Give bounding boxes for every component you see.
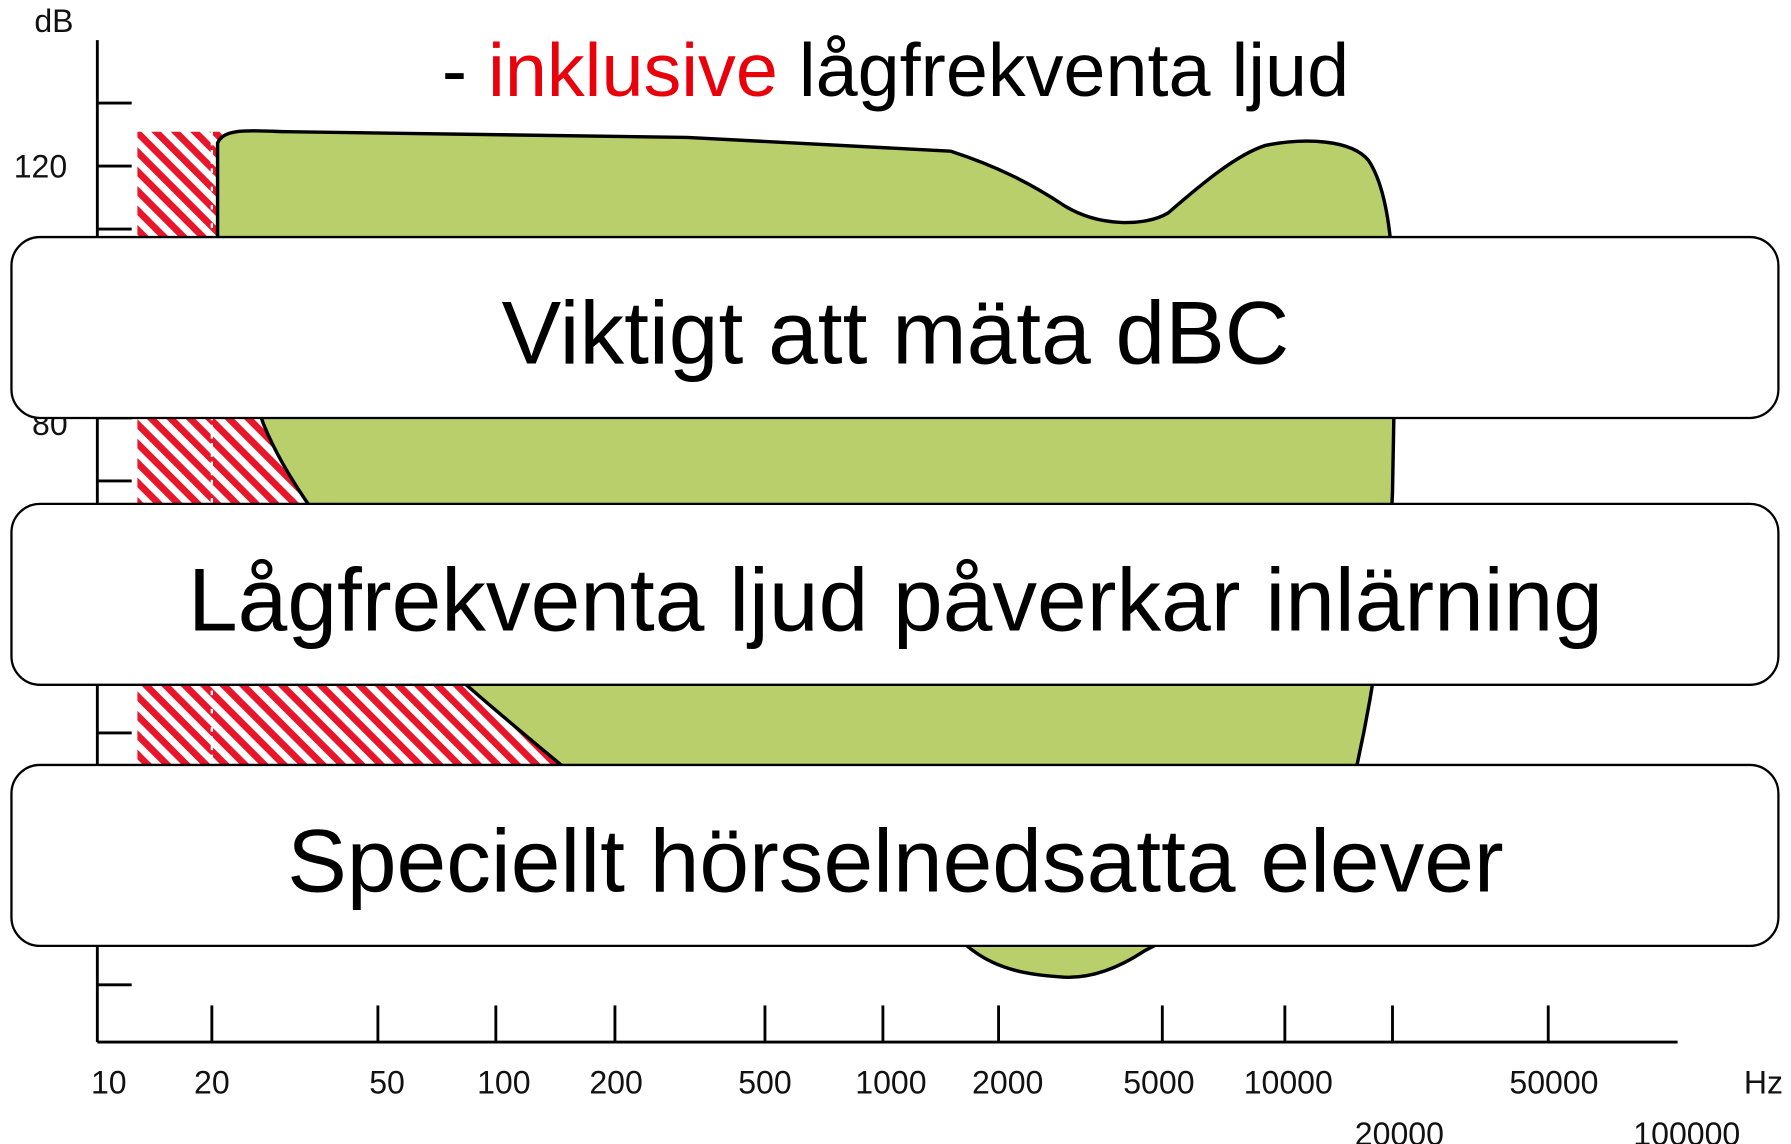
box-text: Speciellt hörselnedsatta elever: [287, 811, 1503, 911]
x-label: 1000: [855, 1065, 926, 1101]
text-box: [10, 763, 1780, 948]
y-label: 120: [14, 148, 67, 184]
x-label: 10: [91, 1065, 127, 1101]
boxes: Viktigt att mäta dBC Lågfrekventa ljud på…: [10, 235, 1780, 948]
text-box: [10, 235, 1780, 420]
y-unit: dB: [34, 3, 73, 39]
box-text: Viktigt att mäta dBC: [502, 283, 1290, 383]
x-label: 100000: [1633, 1116, 1740, 1144]
x-label: 5000: [1123, 1065, 1194, 1101]
x-label: 20000: [1355, 1116, 1444, 1144]
title-prefix: -: [442, 29, 467, 113]
x-label: 10000: [1244, 1065, 1333, 1101]
title: - inklusive lågfrekventa ljud: [442, 29, 1349, 113]
box-text: Lågfrekventa ljud påverkar inlärning: [188, 550, 1603, 650]
text-box: [10, 502, 1780, 686]
x-label: 100: [477, 1065, 530, 1101]
x-label: 20: [194, 1065, 230, 1101]
x-label: 200: [589, 1065, 642, 1101]
x-label: 500: [738, 1065, 791, 1101]
x-unit: Hz: [1744, 1065, 1783, 1101]
title-rest: lågfrekventa ljud: [799, 29, 1349, 113]
x-label: 50000: [1509, 1065, 1598, 1101]
title-highlight: inklusive: [488, 29, 778, 113]
x-label: 50: [369, 1065, 405, 1101]
x-label: 2000: [972, 1065, 1043, 1101]
